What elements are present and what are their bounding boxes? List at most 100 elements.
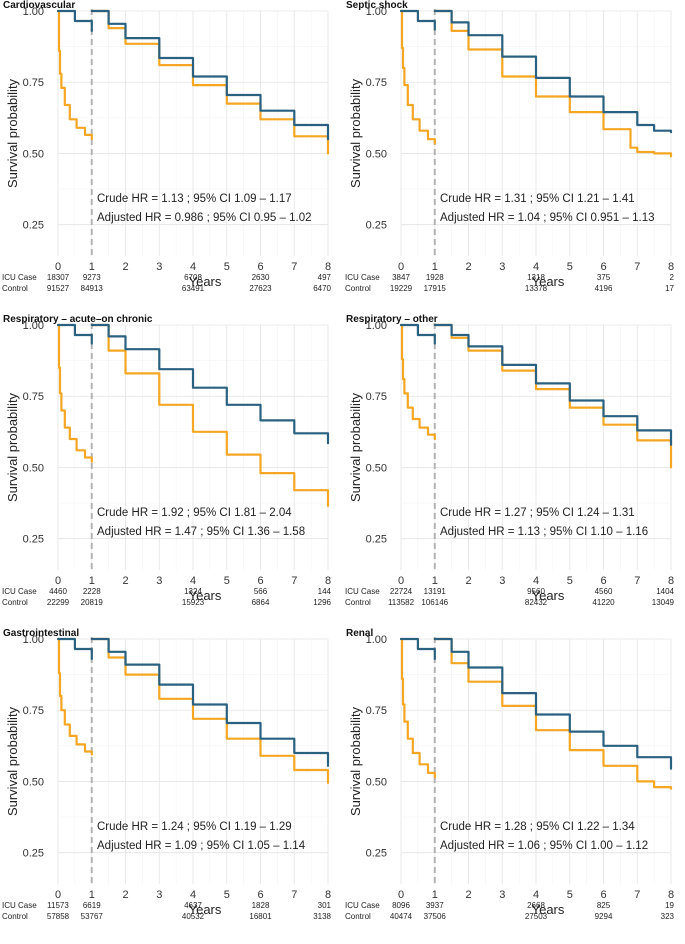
x-tick-label: 2 [465,261,471,273]
risk-table-count: 4460 [49,587,67,596]
risk-table-count: 13378 [525,284,548,293]
risk-table-count: 82432 [525,598,548,607]
series-icu-case [56,637,330,784]
gridlines [400,324,672,570]
series-control [56,637,330,767]
survival-curve-control [56,9,93,32]
x-tick-label: 8 [668,889,674,901]
risk-table-count: 2668 [527,901,545,910]
x-tick-label: 3 [499,889,505,901]
x-tick-label: 4 [533,889,539,901]
x-tick-label: 2 [465,575,471,587]
risk-table-count: 566 [254,587,268,596]
risk-table-count: 17 [665,284,674,293]
x-tick-label: 7 [291,889,297,901]
survival-curve-icu-case [56,323,93,463]
km-plot-svg: Respiratory – other 0.25 0.50 0.75 1.00 Survi… [345,314,675,607]
risk-table-count: 9560 [527,587,545,596]
risk-table-count: 497 [318,273,332,282]
crude-hr-annotation: Crude HR = 1.31 ; 95% CI 1.21 – 1.41 [440,193,635,205]
y-tick-label: 1.00 [23,634,44,646]
panel-respiratory-other: Respiratory – other 0.25 0.50 0.75 1.00 Survi… [343,314,685,628]
risk-table-count: 22299 [47,598,70,607]
adjusted-hr-annotation: Adjusted HR = 1.13 ; 95% CI 1.10 – 1.16 [440,526,648,538]
survival-curve-icu-case [433,9,673,158]
x-tick-label: 0 [55,575,61,587]
series-icu-case [56,323,330,507]
y-tick-label: 0.75 [366,391,387,403]
risk-table-row-label: Control [345,284,371,293]
x-tick-label: 3 [499,261,505,273]
survival-curve-control [90,9,330,141]
risk-table-count: 41220 [592,598,615,607]
risk-table-count: 1928 [426,273,444,282]
risk-table-count: 20819 [81,598,104,607]
y-tick-label: 1.00 [23,6,44,18]
km-plot-svg: Respiratory – acute–on chronic 0.25 0.50 0.… [2,314,332,607]
x-tick-label: 8 [325,575,331,587]
risk-table-count: 40532 [182,912,205,921]
risk-table-row-label: Control [345,598,371,607]
series-icu-case [399,9,673,158]
x-tick-label: 7 [634,261,640,273]
risk-table-count: 9273 [83,273,101,282]
crude-hr-annotation: Crude HR = 1.24 ; 95% CI 1.19 – 1.29 [97,821,292,833]
risk-table-count: 3138 [313,912,331,921]
y-tick-label: 0.25 [366,534,387,546]
x-tick-label: 4 [533,261,539,273]
risk-table-row-label: ICU Case [2,901,37,910]
survival-curve-control [399,323,436,345]
risk-table-count: 13049 [652,598,675,607]
x-tick-label: 4 [533,575,539,587]
risk-table-count: 1318 [527,273,545,282]
series-control [399,9,673,134]
survival-curve-control [90,637,330,767]
x-axis-label: Years [532,588,565,603]
risk-table-count: 13191 [424,587,447,596]
x-tick-label: 3 [156,261,162,273]
adjusted-hr-annotation: Adjusted HR = 1.04 ; 95% CI 0.951 – 1.13 [440,212,655,224]
panel-title: Respiratory – acute–on chronic [3,314,153,325]
y-tick-label: 0.75 [23,391,44,403]
x-tick-label: 1 [89,575,95,587]
crude-hr-annotation: Crude HR = 1.13 ; 95% CI 1.09 – 1.17 [97,193,292,205]
x-axis-label: Years [532,274,565,289]
y-tick-label: 0.75 [366,705,387,717]
y-tick-label: 0.25 [366,220,387,232]
risk-table-count: 1296 [313,598,331,607]
panel-gastrointestinal: Gastrointestinal 0.25 0.50 0.75 1.00 Survival… [0,628,342,942]
y-tick-label: 0.50 [23,148,44,160]
risk-table-count: 301 [318,901,332,910]
panel-title: Respiratory – other [346,314,438,325]
gridlines [57,10,329,256]
risk-table-count: 57858 [47,912,70,921]
x-tick-label: 0 [398,889,404,901]
adjusted-hr-annotation: Adjusted HR = 1.09 ; 95% CI 1.05 – 1.14 [97,840,306,852]
survival-curve-icu-case [399,9,436,145]
x-tick-label: 5 [224,889,230,901]
risk-table-row-label: Control [2,284,28,293]
survival-curve-control [433,9,673,134]
x-tick-label: 5 [224,261,230,273]
survival-curve-control [56,323,93,345]
risk-table-row-label: ICU Case [345,901,380,910]
survival-curve-control [56,637,93,660]
risk-table-count: 6864 [252,598,270,607]
x-tick-label: 7 [291,261,297,273]
survival-curve-icu-case [56,9,93,141]
survival-curve-control [399,9,436,31]
x-tick-label: 8 [668,261,674,273]
risk-table-count: 144 [318,587,332,596]
x-tick-label: 3 [156,575,162,587]
y-tick-label: 0.50 [23,462,44,474]
risk-table-count: 16801 [249,912,272,921]
x-tick-label: 0 [55,889,61,901]
y-axis-label: Survival probability [5,706,20,816]
x-tick-label: 5 [567,575,573,587]
risk-table-count: 17915 [424,284,447,293]
x-axis-label: Years [189,274,222,289]
adjusted-hr-annotation: Adjusted HR = 1.06 ; 95% CI 1.00 – 1.12 [440,840,648,852]
x-tick-label: 7 [291,575,297,587]
risk-table-count: 37506 [424,912,447,921]
y-tick-label: 0.50 [23,776,44,788]
